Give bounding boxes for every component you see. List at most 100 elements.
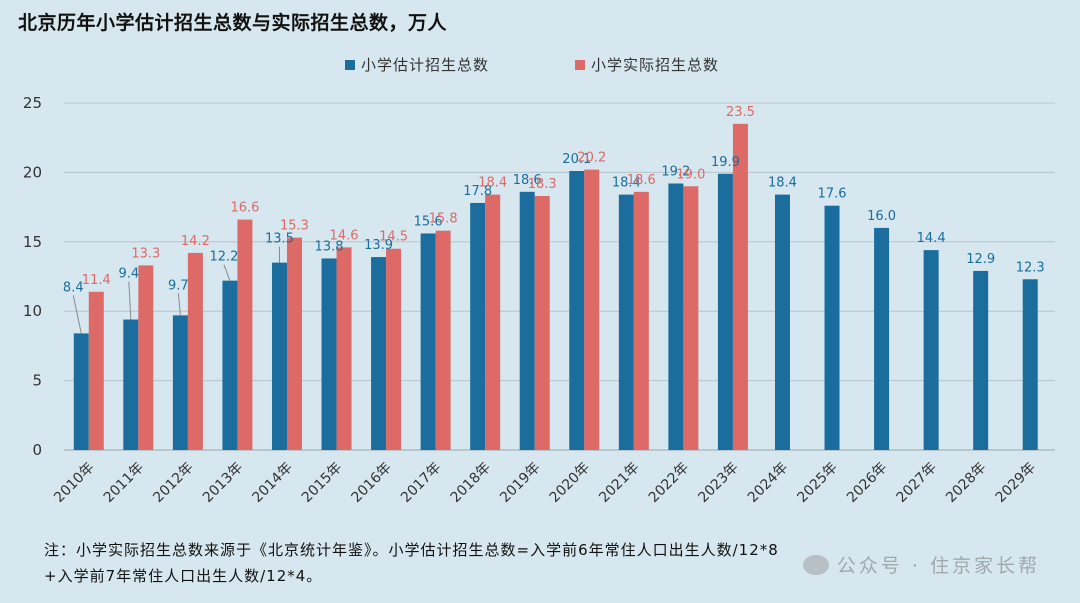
x-tick-label: 2013年 [200, 460, 246, 506]
data-label-actual: 19.0 [676, 167, 705, 182]
data-label-actual: 15.3 [280, 219, 309, 234]
x-tick-label: 2012年 [150, 460, 196, 506]
data-label-estimated: 18.4 [612, 176, 641, 191]
leader-line [223, 264, 231, 281]
bar-estimated [874, 227, 890, 450]
bar-actual [187, 252, 203, 450]
gridlines [64, 102, 1055, 451]
bar-estimated [321, 258, 337, 450]
bar-estimated [1022, 279, 1038, 450]
bar-actual [286, 237, 302, 450]
data-label-actual: 20.2 [577, 151, 606, 166]
x-tick-label: 2029年 [993, 460, 1039, 506]
x-tick-label: 2011年 [101, 460, 147, 506]
wechat-icon [802, 554, 829, 575]
x-tick-label: 2024年 [745, 460, 791, 506]
bar-actual [584, 169, 600, 450]
legend-label-actual: 小学实际招生总数 [591, 56, 719, 74]
x-tick-label: 2028年 [943, 460, 989, 506]
bar-estimated [774, 194, 790, 450]
y-tick-label: 15 [23, 233, 42, 251]
bar-actual [435, 230, 451, 450]
bar-estimated [824, 205, 840, 450]
data-label-actual: 14.6 [330, 228, 359, 243]
data-label-actual: 14.2 [181, 234, 210, 249]
legend-label-estimated: 小学估计招生总数 [361, 56, 489, 74]
data-label-actual: 18.4 [478, 176, 507, 191]
data-label-estimated: 20.1 [562, 152, 591, 167]
bar-estimated [371, 257, 387, 450]
data-label-estimated: 12.3 [1016, 260, 1045, 275]
footnote-line2: +入学前7年常住人口出生人数/12*4。 [44, 567, 323, 585]
data-label-estimated: 19.2 [661, 165, 690, 180]
bar-estimated [717, 173, 733, 450]
bar-actual [237, 219, 253, 450]
data-label-actual: 11.4 [82, 273, 111, 288]
bar-actual [336, 247, 352, 450]
x-tick-label: 2019年 [497, 460, 543, 506]
chart-title: 北京历年小学估计招生总数与实际招生总数，万人 [18, 12, 448, 34]
bar-estimated [923, 250, 939, 450]
data-label-estimated: 19.9 [711, 155, 740, 170]
bar-estimated [123, 319, 139, 450]
x-tick-label: 2014年 [249, 460, 295, 506]
bar-chart: 0 5 10 15 20 25 2010年 2011年 2012年 2013年 2014年 2015… [23, 56, 1055, 506]
bar-estimated [420, 233, 436, 450]
legend: 小学估计招生总数 小学实际招生总数 [345, 56, 719, 74]
data-label-estimated: 13.8 [315, 239, 344, 254]
bar-estimated [271, 262, 287, 450]
data-label-estimated: 18.6 [513, 173, 542, 188]
x-axis: 2010年 2011年 2012年 2013年 2014年 2015年 2016年 2017年… [51, 449, 1055, 506]
bar-actual [485, 194, 501, 450]
data-label-estimated: 14.4 [917, 231, 946, 246]
x-tick-label: 2018年 [448, 460, 494, 506]
x-tick-label: 2026年 [844, 460, 890, 506]
x-tick-label: 2025年 [794, 460, 840, 506]
data-label-estimated: 9.4 [118, 267, 139, 282]
data-label-estimated: 9.7 [168, 278, 189, 293]
x-tick-label: 2010年 [51, 460, 97, 506]
bar-actual [386, 248, 402, 450]
y-tick-label: 5 [32, 372, 42, 390]
data-label-estimated: 17.6 [818, 187, 847, 202]
bar-estimated [470, 202, 486, 450]
data-label-actual: 13.3 [131, 246, 160, 261]
x-tick-label: 2016年 [348, 460, 394, 506]
bar-actual [534, 195, 550, 450]
bar-estimated [618, 194, 634, 450]
legend-swatch-estimated [345, 60, 355, 70]
x-tick-label: 2027年 [894, 460, 940, 506]
leader-line [72, 295, 82, 334]
bar-estimated [222, 280, 238, 450]
data-label-actual: 23.5 [726, 105, 755, 120]
footnote-line1: 注：小学实际招生总数来源于《北京统计年鉴》。小学估计招生总数=入学前6年常住人口… [44, 541, 779, 559]
y-tick-label: 20 [23, 163, 42, 181]
leader-line [177, 293, 181, 316]
bar-estimated [519, 191, 535, 450]
data-label-estimated: 13.9 [364, 238, 393, 253]
y-axis: 0 5 10 15 20 25 [23, 94, 42, 459]
watermark: 公众号 · 住京家长帮 [802, 551, 1040, 578]
bar-actual [138, 265, 154, 450]
data-label-actual: 18.6 [627, 173, 656, 188]
bar-estimated [73, 333, 89, 450]
bar-actual [633, 191, 649, 450]
data-label-estimated: 15.6 [414, 214, 443, 229]
bars [73, 123, 1038, 450]
watermark-text: 公众号 · 住京家长帮 [836, 555, 1040, 577]
data-label-actual: 18.3 [528, 177, 557, 192]
data-label-actual: 16.6 [230, 201, 259, 216]
data-label-estimated: 12.9 [966, 252, 995, 267]
data-labels: 8.411.4 9.4 13.3 9.7 14.212.2 16.6 13.515.3 13.… [63, 105, 1045, 334]
data-label-estimated: 12.2 [209, 250, 238, 265]
y-tick-label: 25 [23, 94, 42, 112]
legend-swatch-actual [575, 60, 585, 70]
bar-estimated [668, 183, 684, 450]
data-label-estimated: 16.0 [867, 209, 896, 224]
bar-actual [683, 186, 699, 450]
data-label-estimated: 13.5 [265, 232, 294, 247]
x-tick-label: 2021年 [596, 460, 642, 506]
x-tick-label: 2023年 [695, 460, 741, 506]
data-label-estimated: 18.4 [768, 176, 797, 191]
data-label-estimated: 17.8 [463, 184, 492, 199]
